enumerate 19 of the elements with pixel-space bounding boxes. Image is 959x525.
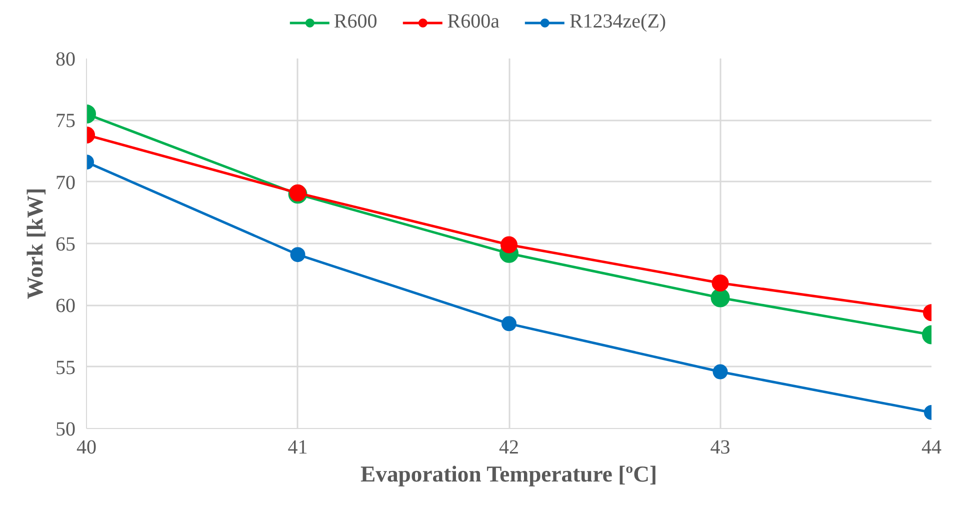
x-tick-label: 43 bbox=[710, 436, 730, 458]
y-axis-title: Work [kW] bbox=[22, 188, 48, 300]
x-tick-label: 41 bbox=[288, 436, 308, 458]
x-tick-label: 42 bbox=[499, 436, 519, 458]
x-tick-label: 44 bbox=[922, 436, 942, 458]
y-tick-label: 80 bbox=[56, 48, 76, 70]
y-tick-label: 75 bbox=[56, 110, 76, 132]
legend-label: R600 bbox=[334, 10, 378, 34]
point bbox=[502, 316, 516, 332]
y-tick-label: 55 bbox=[56, 356, 76, 379]
point bbox=[500, 236, 518, 254]
legend-label: R1234ze(Z) bbox=[569, 10, 666, 34]
y-tick-label: 60 bbox=[56, 295, 76, 318]
legend-label: R600a bbox=[447, 10, 500, 34]
y-tick-label: 70 bbox=[56, 172, 76, 194]
x-tick-label: 40 bbox=[76, 436, 96, 458]
y-tick-label: 50 bbox=[56, 418, 76, 440]
y-tick-label: 65 bbox=[56, 234, 76, 256]
x-axis-title: Evaporation Temperature [ºC] bbox=[360, 462, 658, 486]
